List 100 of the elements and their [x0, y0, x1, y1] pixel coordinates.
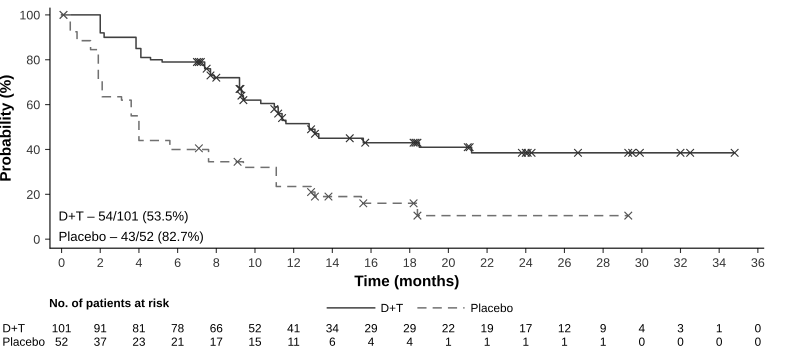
text: 11 [288, 338, 300, 346]
text: 21 [172, 338, 184, 346]
x-tick-label: 10 [248, 258, 262, 268]
text: 91 [94, 324, 106, 332]
point [409, 198, 418, 208]
point [358, 198, 368, 208]
text: No. of patients at risk [50, 298, 170, 310]
text: 29 [365, 324, 378, 332]
point [465, 142, 474, 152]
text: 0 [755, 324, 761, 332]
point [194, 58, 204, 66]
x-tick-label: 16 [365, 258, 378, 268]
x-tick-label: 22 [480, 258, 494, 267]
text: 23 [132, 338, 145, 346]
text: 1 [562, 338, 568, 346]
text: 17 [520, 324, 532, 332]
text: 0 [678, 338, 684, 346]
text: 15 [249, 338, 262, 346]
point [624, 148, 633, 158]
text: 34 [326, 324, 339, 332]
annotation: D+T – 54/101 (53.5%) [60, 210, 188, 224]
point [196, 58, 206, 66]
point [413, 211, 422, 220]
text: 3 [678, 324, 684, 332]
x-tick-label: 0 [58, 258, 65, 268]
text: 19 [481, 324, 494, 332]
point [270, 104, 279, 114]
x-tick-label: 32 [674, 258, 687, 268]
point [624, 211, 633, 220]
point [409, 138, 418, 148]
x-tick-label: 2 [97, 258, 104, 267]
point [239, 96, 248, 104]
y-tick-label: 100 [20, 10, 40, 20]
x-axis-title: Time (months) [354, 275, 459, 290]
text: D+T [3, 324, 25, 332]
text: 1 [523, 338, 528, 346]
x-tick-label: 28 [596, 258, 610, 268]
y-tick-label: 20 [26, 190, 40, 199]
x-tick-label: 6 [174, 258, 181, 268]
text: 4 [368, 338, 374, 346]
point [194, 144, 204, 153]
x-tick-label: 18 [404, 258, 416, 268]
text: 0 [638, 338, 645, 346]
text: 1 [716, 324, 722, 332]
x-tick-label: 20 [442, 258, 455, 268]
point [237, 91, 246, 100]
text: 0 [716, 338, 722, 346]
y-tick-label: 80 [26, 56, 40, 64]
x-tick-label: 34 [712, 258, 726, 268]
point [730, 148, 740, 158]
x-tick-label: 26 [558, 258, 571, 268]
text: 1 [484, 338, 490, 346]
point [345, 134, 354, 143]
text: 66 [210, 324, 222, 332]
text: 17 [210, 338, 222, 346]
text: 6 [330, 338, 336, 346]
point [574, 148, 582, 158]
x-tick-label: 36 [751, 258, 764, 268]
x-tick-label: 4 [136, 258, 142, 267]
text: 52 [55, 338, 68, 346]
text: 78 [172, 324, 184, 332]
text: 81 [132, 324, 145, 332]
x-tick-label: 12 [288, 258, 300, 267]
point [202, 64, 211, 74]
point [324, 192, 333, 201]
point [278, 114, 286, 122]
text: 101 [52, 324, 71, 332]
y-axis-title: Probability (%) [0, 75, 14, 181]
point [306, 188, 316, 196]
point [310, 192, 320, 201]
text: 41 [287, 324, 300, 332]
text: 1 [446, 338, 452, 346]
point [274, 109, 283, 118]
x-tick-label: 14 [326, 258, 339, 267]
annotation: Placebo – 43/52 (82.7%) [60, 231, 203, 244]
point [306, 124, 316, 134]
text: 12 [558, 324, 570, 332]
point [413, 138, 422, 148]
text: 37 [94, 338, 106, 346]
text: 29 [404, 324, 416, 332]
x-tick-label: 30 [635, 258, 648, 268]
text: 4 [638, 324, 645, 332]
text: Placebo [3, 337, 45, 346]
text: 1 [600, 338, 606, 346]
text: 0 [755, 338, 761, 346]
point [360, 138, 370, 148]
text: 52 [248, 324, 261, 332]
legend-label: D+T [382, 304, 403, 312]
x-tick-label: 24 [519, 258, 532, 267]
point [310, 129, 320, 138]
y-tick-label: 60 [26, 100, 40, 110]
text: 22 [442, 324, 454, 332]
point [411, 138, 420, 148]
point [463, 142, 472, 152]
x-tick-label: 8 [213, 258, 220, 268]
legend-label: Placebo [471, 304, 513, 312]
text: 4 [406, 338, 413, 346]
point [192, 58, 202, 66]
point [233, 157, 242, 166]
text: 9 [600, 324, 606, 332]
